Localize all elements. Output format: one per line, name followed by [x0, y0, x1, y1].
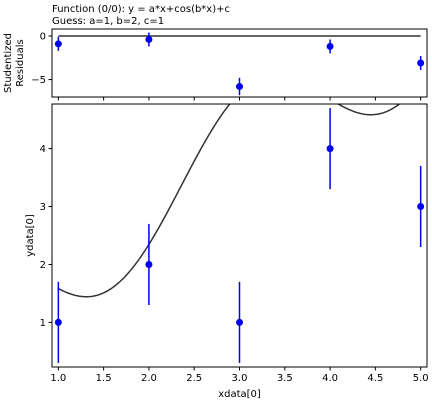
data-point [326, 145, 334, 153]
residuals-panel: 0 −5 Studentized Residuals [3, 28, 428, 101]
data-xtick-label: 1.5 [96, 373, 112, 384]
data-xlabel: xdata[0] [218, 389, 261, 400]
data-xtick-label: 5.0 [413, 373, 429, 384]
data-xtick-label: 2.5 [186, 373, 202, 384]
figure-title-line1: Function (0/0): y = a*x+cos(b*x)+c [52, 4, 230, 15]
model-curve [57, 104, 401, 298]
residual-point [236, 83, 243, 91]
residuals-ytick-label: −5 [31, 75, 46, 86]
residual-point [145, 35, 153, 43]
data-ytick-label: 4 [40, 144, 46, 155]
data-xtick-label: 2.0 [141, 373, 157, 384]
residual-point [54, 40, 62, 48]
data-point [417, 203, 425, 211]
data-xtick-label: 4.5 [367, 373, 383, 384]
data-xtick-label: 3.0 [232, 373, 248, 384]
residuals-ytick-label: 0 [40, 31, 46, 42]
data-ytick-label: 3 [40, 202, 46, 213]
residual-point [417, 59, 425, 67]
data-ylabel: ydata[0] [25, 214, 36, 257]
data-ytick-label: 1 [40, 318, 46, 329]
residuals-ylabel-line2: Residuals [15, 39, 26, 86]
data-ytick-label: 2 [40, 260, 46, 271]
data-xtick-label: 3.5 [277, 373, 293, 384]
residual-point [326, 42, 334, 50]
figure-title-line2: Guess: a=1, b=2, c=1 [52, 16, 164, 27]
data-point [145, 260, 153, 268]
data-xtick-label: 1.0 [50, 373, 66, 384]
data-point [236, 318, 243, 326]
residuals-ylabel-line1: Studentized [3, 33, 14, 93]
data-panel: 1 2 3 4 1.0 1.5 2.0 2.5 3.0 3.5 4.0 4.5 5.0 xdata[0… [25, 103, 429, 400]
data-point [54, 318, 62, 326]
data-xtick-label: 4.0 [322, 373, 338, 384]
